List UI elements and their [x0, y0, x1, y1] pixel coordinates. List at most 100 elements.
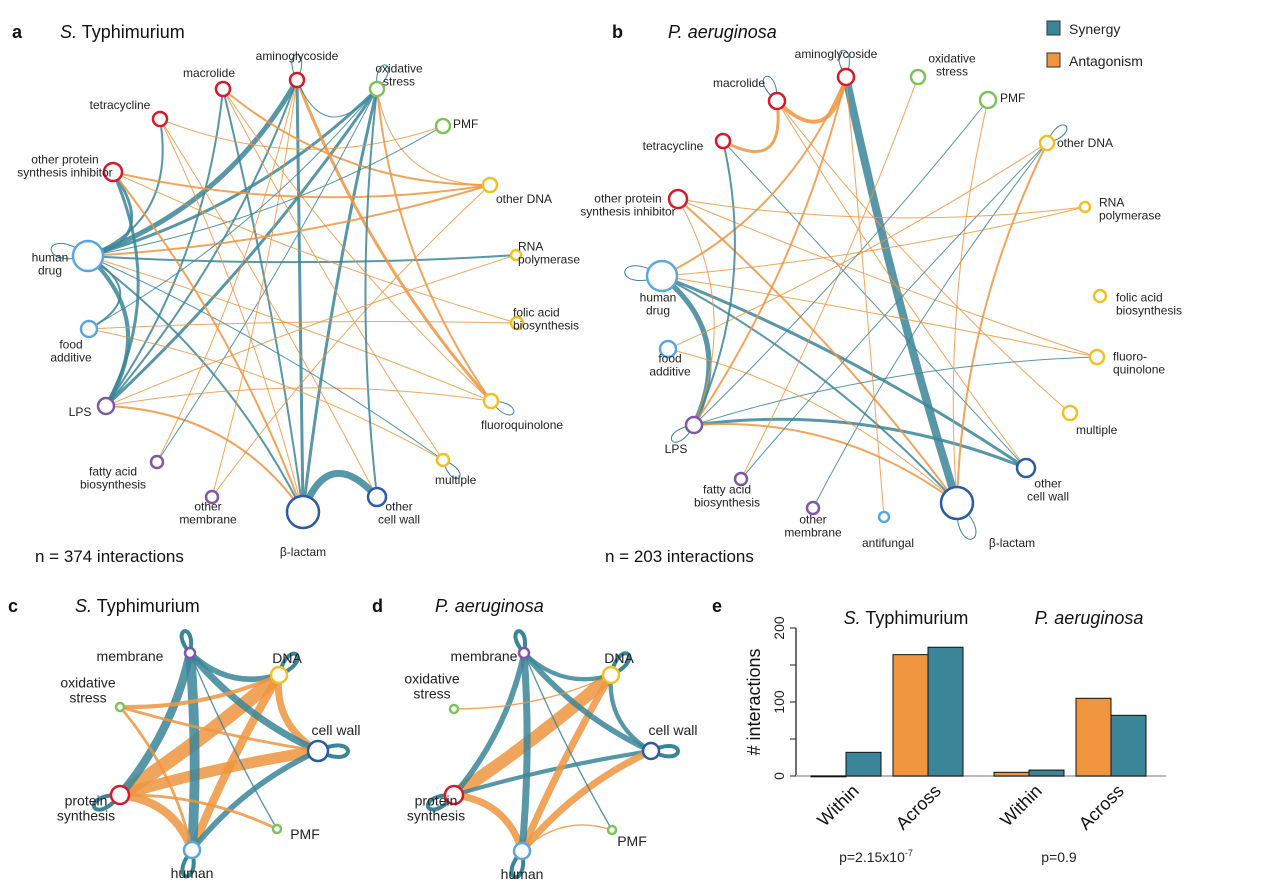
node-label: LPS — [665, 442, 688, 456]
node-pmf: PMF — [978, 90, 1025, 110]
antagonism-edge — [776, 100, 1027, 469]
antagonism-edge — [667, 348, 958, 504]
antagonism-edge — [156, 79, 298, 463]
synergy-edge — [722, 140, 1027, 469]
edges — [85, 77, 518, 516]
node-circle — [767, 91, 787, 111]
title-rest: Typhimurium — [861, 608, 969, 628]
node-label: aminoglycoside — [795, 47, 878, 61]
node-blactam: β-lactam — [280, 494, 326, 559]
antagonism-edge — [453, 674, 612, 710]
legend: Synergy Antagonism — [1046, 20, 1143, 69]
antagonism-edge — [112, 171, 518, 324]
self-loop — [762, 75, 778, 102]
panel-c-title: S. Typhimurium — [75, 596, 200, 616]
self-loop — [1046, 124, 1068, 144]
node-label: other — [194, 500, 221, 514]
node-tetracycline: tetracycline — [90, 98, 169, 128]
bar-antagonism-across — [1075, 697, 1112, 777]
self-loop — [442, 459, 461, 480]
node-label: fluoroquinolone — [481, 418, 563, 432]
node-label: macrolide — [713, 76, 765, 90]
synergy-edge — [296, 79, 378, 118]
node-label: quinolone — [1113, 363, 1165, 377]
node-multiple: multiple — [435, 452, 477, 487]
node-label: DNA — [272, 650, 302, 666]
node-circle — [435, 452, 451, 468]
node-circle — [306, 739, 330, 763]
node-label: cell wall — [1027, 490, 1069, 504]
antagonism-edge — [661, 76, 847, 277]
node-circle — [805, 500, 821, 516]
synergy-edge — [156, 88, 378, 463]
antagonism-edge — [118, 705, 320, 753]
node-circle — [1092, 288, 1108, 304]
synergy-edge — [104, 170, 140, 408]
x-tick-label: Within — [996, 781, 1046, 831]
node-label: LPS — [69, 405, 92, 419]
panel-d-letter: d — [372, 596, 383, 616]
node-circle — [481, 176, 499, 194]
self-loop — [513, 629, 528, 655]
synergy-edge — [187, 650, 282, 683]
node-circle — [512, 841, 532, 861]
antagonism-edge — [211, 79, 298, 498]
node-circle — [641, 741, 661, 761]
node-label: cell wall — [378, 513, 420, 527]
antagonism-edge — [447, 668, 618, 802]
antagonism-edge — [105, 405, 304, 513]
antagonism-edge — [518, 747, 655, 855]
node-label: biosynthesis — [694, 496, 760, 510]
node-circle — [109, 784, 131, 806]
bar-antagonism-across — [892, 654, 929, 777]
self-loop — [91, 792, 122, 812]
synergy-edge — [301, 87, 379, 514]
antagonism-edge — [521, 824, 613, 852]
node-label: drug — [38, 264, 62, 278]
node-label: oxidative — [375, 62, 423, 76]
synergy-edge — [521, 650, 614, 682]
node-label: other — [1034, 477, 1061, 491]
synergy-edge — [87, 118, 164, 257]
p-value: p=0.9 — [1041, 849, 1077, 865]
antagonism-edge — [159, 118, 378, 498]
self-loop — [650, 744, 680, 759]
synergy-edge — [185, 648, 200, 855]
antagonism-edge — [667, 142, 1048, 350]
self-loop — [317, 743, 350, 759]
node-label: other protein — [31, 153, 98, 167]
panel-b-letter: b — [612, 22, 623, 42]
synergy-edge — [186, 649, 322, 755]
self-loop — [425, 792, 456, 812]
node-label: biosynthesis — [513, 319, 579, 333]
node-circle — [1078, 200, 1092, 214]
node-label: tetracycline — [643, 139, 704, 153]
node-circle — [909, 68, 927, 86]
node-macrolide: macrolide — [713, 75, 787, 111]
synergy-edge — [86, 87, 379, 258]
title-rest: Typhimurium — [92, 596, 200, 616]
node-label: other protein — [594, 192, 661, 206]
node-circle — [149, 454, 165, 470]
node-other-dna: other DNA — [481, 176, 552, 206]
self-loop — [609, 651, 632, 677]
self-loop — [490, 400, 515, 416]
bar-antagonism-within — [993, 771, 1030, 777]
synergy-edge — [189, 748, 321, 853]
node-label: PMF — [617, 833, 647, 849]
node-circle — [482, 392, 500, 410]
synergy-edge — [660, 274, 1028, 470]
antagonism-edge — [376, 88, 491, 186]
synergy-edge — [295, 78, 305, 514]
group-title: S. Typhimurium — [844, 608, 969, 628]
node-lps: LPS — [69, 396, 116, 419]
antagonism-edge — [117, 672, 282, 710]
node-label: other — [385, 500, 412, 514]
node-fluoro: fluoro-quinolone — [1088, 348, 1165, 377]
antagonism-edge — [845, 76, 885, 518]
node-label: biosynthesis — [1116, 304, 1182, 318]
panel-a-title: S. Typhimurium — [60, 22, 185, 42]
legend-synergy-swatch — [1046, 20, 1061, 36]
self-loop — [277, 651, 300, 677]
